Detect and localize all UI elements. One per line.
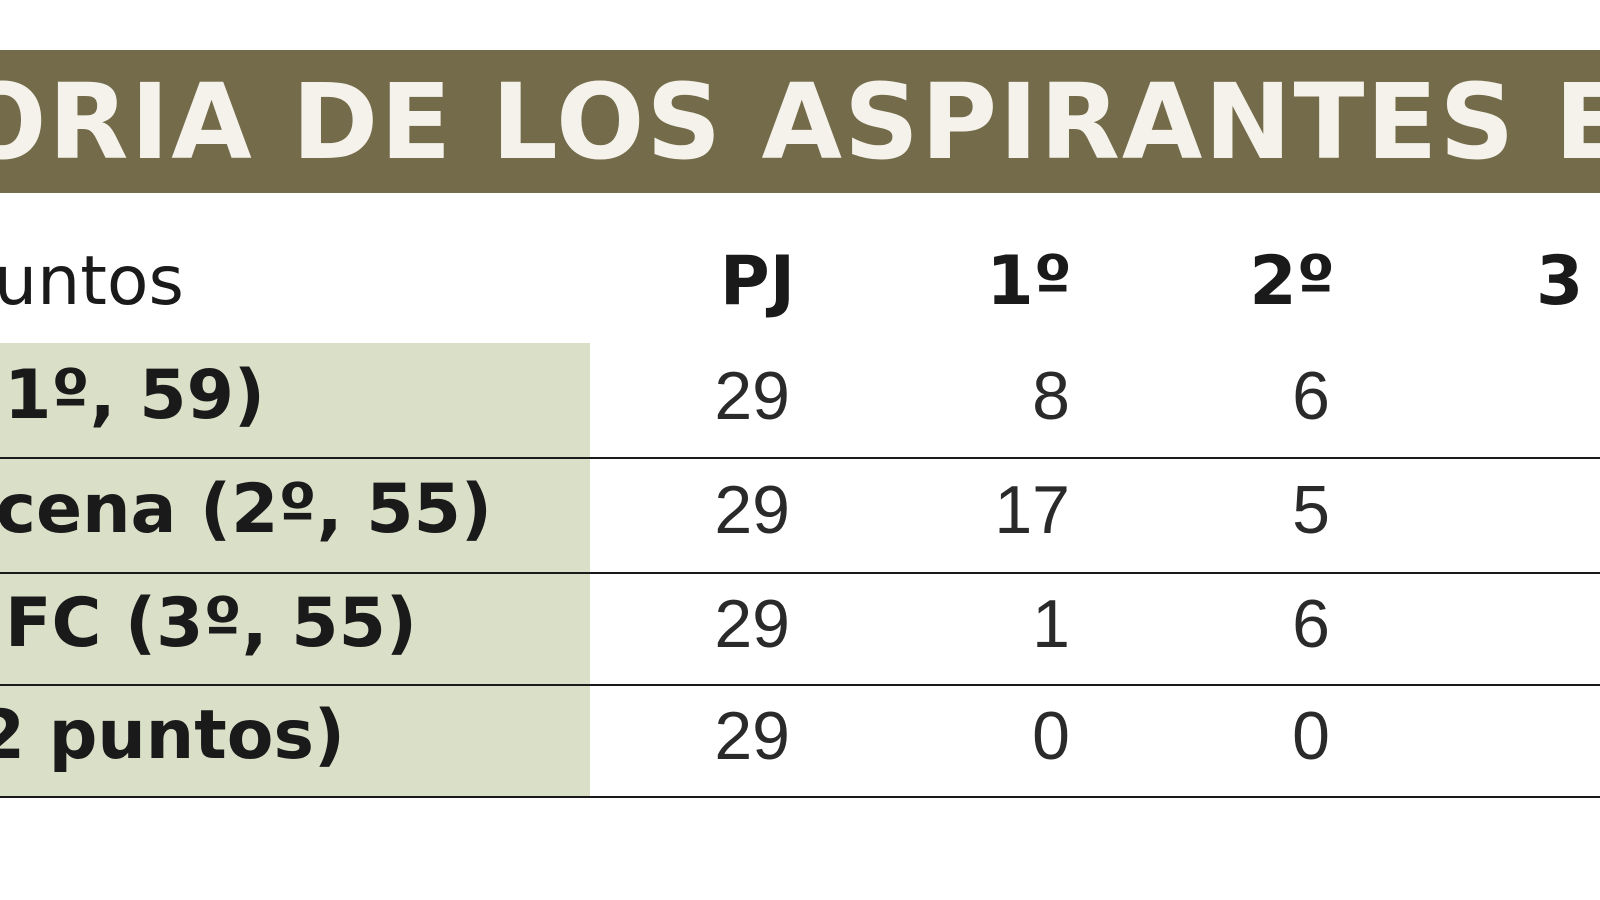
col-header-3: 3: [1536, 242, 1584, 321]
row-divider: [0, 457, 1600, 459]
title-banner: ORIA DE LOS ASPIRANTES EN: [0, 50, 1600, 193]
team-name: ucena (2º, 55): [0, 470, 492, 549]
team-name: FC (3º, 55): [5, 584, 417, 663]
team-name: 2 puntos): [0, 696, 345, 775]
second-value: 6: [1292, 586, 1330, 662]
col-header-1: 1º: [986, 242, 1072, 321]
first-value: 0: [1032, 698, 1070, 774]
first-value: 1: [1032, 586, 1070, 662]
col-header-pj: PJ: [719, 242, 795, 321]
pj-value: 29: [714, 358, 790, 434]
second-value: 6: [1292, 358, 1330, 434]
first-value: 17: [994, 472, 1070, 548]
pj-value: 29: [714, 472, 790, 548]
row-divider: [0, 796, 1600, 798]
team-name: (1º, 59): [0, 356, 265, 435]
pj-value: 29: [714, 586, 790, 662]
col-header-2: 2º: [1249, 242, 1335, 321]
banner-title: ORIA DE LOS ASPIRANTES EN: [0, 61, 1600, 183]
first-value: 8: [1032, 358, 1070, 434]
second-value: 5: [1292, 472, 1330, 548]
second-value: 0: [1292, 698, 1330, 774]
pj-value: 29: [714, 698, 790, 774]
header-label: untos: [0, 242, 184, 321]
team-column-background: [0, 343, 590, 797]
row-divider: [0, 684, 1600, 686]
row-divider: [0, 572, 1600, 574]
